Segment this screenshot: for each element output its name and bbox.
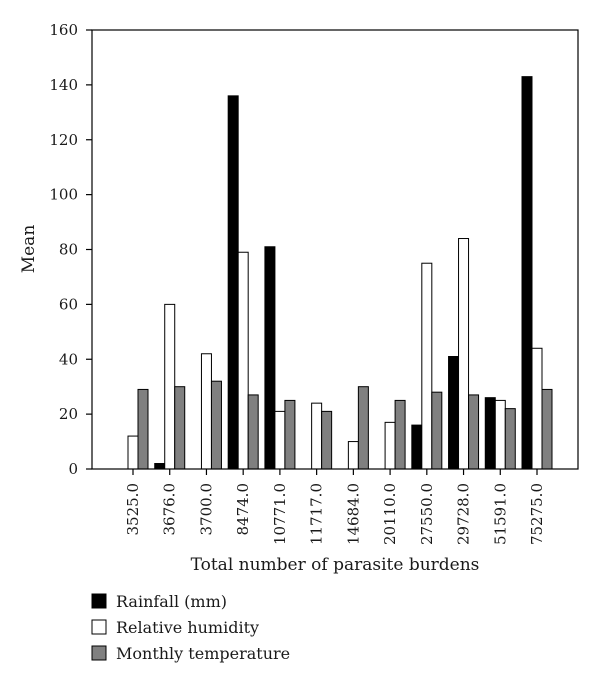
y-tick-label: 100 [49, 186, 78, 204]
legend-label: Monthly temperature [116, 644, 290, 663]
y-tick-label: 80 [59, 241, 78, 259]
x-tick-label: 20110.0 [381, 483, 399, 545]
bar-relative-humidity-51591.0 [494, 399, 506, 470]
bar-monthly-temperature-3676.0 [174, 386, 186, 470]
bar-monthly-temperature-8474.0 [247, 394, 259, 470]
bar-rainfall-mm-27550.0 [411, 424, 423, 470]
legend-swatch-0 [91, 593, 107, 609]
y-tick-label: 140 [49, 76, 78, 94]
legend-label: Relative humidity [116, 618, 259, 637]
bar-relative-humidity-8474.0 [237, 251, 249, 470]
x-tick-label: 10771.0 [271, 483, 289, 545]
bar-monthly-temperature-75275.0 [541, 388, 553, 470]
bar-relative-humidity-27550.0 [421, 262, 433, 470]
bar-monthly-temperature-10771.0 [284, 399, 296, 470]
bar-rainfall-mm-3676.0 [154, 463, 166, 470]
bar-relative-humidity-11717.0 [311, 402, 323, 470]
x-tick-label: 11717.0 [308, 483, 326, 545]
bar-relative-humidity-14684.0 [347, 441, 359, 470]
y-tick-label: 60 [59, 295, 78, 313]
bar-monthly-temperature-11717.0 [321, 410, 333, 470]
y-tick-label: 160 [49, 21, 78, 39]
x-axis-title: Total number of parasite burdens [191, 555, 480, 575]
bar-relative-humidity-3676.0 [164, 303, 176, 470]
legend: Rainfall (mm) Relative humidity Monthly te… [91, 592, 290, 663]
x-tick-label: 3700.0 [197, 483, 215, 536]
bar-monthly-temperature-29728.0 [468, 394, 480, 470]
bar-relative-humidity-29728.0 [458, 238, 470, 470]
bar-monthly-temperature-20110.0 [394, 399, 406, 470]
x-tick-label: 3676.0 [161, 483, 179, 536]
legend-label: Rainfall (mm) [116, 592, 227, 611]
bar-monthly-temperature-3525.0 [137, 388, 149, 470]
x-tick-label: 8474.0 [234, 483, 252, 536]
bars-layer [127, 76, 553, 470]
bar-relative-humidity-3700.0 [200, 353, 212, 470]
x-tick-label: 29728.0 [455, 483, 473, 545]
bar-relative-humidity-75275.0 [531, 347, 543, 470]
y-tick-label: 120 [49, 131, 78, 149]
bar-monthly-temperature-3700.0 [210, 380, 222, 470]
x-tick-label: 75275.0 [528, 483, 546, 545]
bar-monthly-temperature-14684.0 [357, 386, 369, 470]
x-tick-label: 27550.0 [418, 483, 436, 545]
bar-rainfall-mm-51591.0 [484, 397, 496, 470]
bar-rainfall-mm-10771.0 [264, 246, 276, 470]
bar-relative-humidity-20110.0 [384, 421, 396, 470]
x-axis: 3525.0 3676.0 3700.0 8474.0 10771.0 11717.0 14… [124, 469, 546, 545]
legend-swatch-2 [91, 645, 107, 661]
bar-monthly-temperature-51591.0 [504, 408, 516, 470]
legend-swatch-1 [91, 619, 107, 635]
bar-rainfall-mm-8474.0 [227, 95, 239, 470]
y-tick-label: 40 [59, 350, 78, 368]
y-axis-title: Mean [19, 225, 39, 274]
bar-relative-humidity-3525.0 [127, 435, 139, 470]
y-axis: 0 20 40 60 80 100 120 140 160 [49, 21, 92, 478]
bar-monthly-temperature-27550.0 [431, 391, 443, 470]
bar-rainfall-mm-75275.0 [521, 76, 533, 470]
x-tick-label: 3525.0 [124, 483, 142, 536]
bar-rainfall-mm-29728.0 [448, 356, 460, 470]
bar-relative-humidity-10771.0 [274, 410, 286, 470]
x-tick-label: 51591.0 [491, 483, 509, 545]
x-tick-label: 14684.0 [344, 483, 362, 545]
y-tick-label: 0 [68, 460, 78, 478]
y-tick-label: 20 [59, 405, 78, 423]
